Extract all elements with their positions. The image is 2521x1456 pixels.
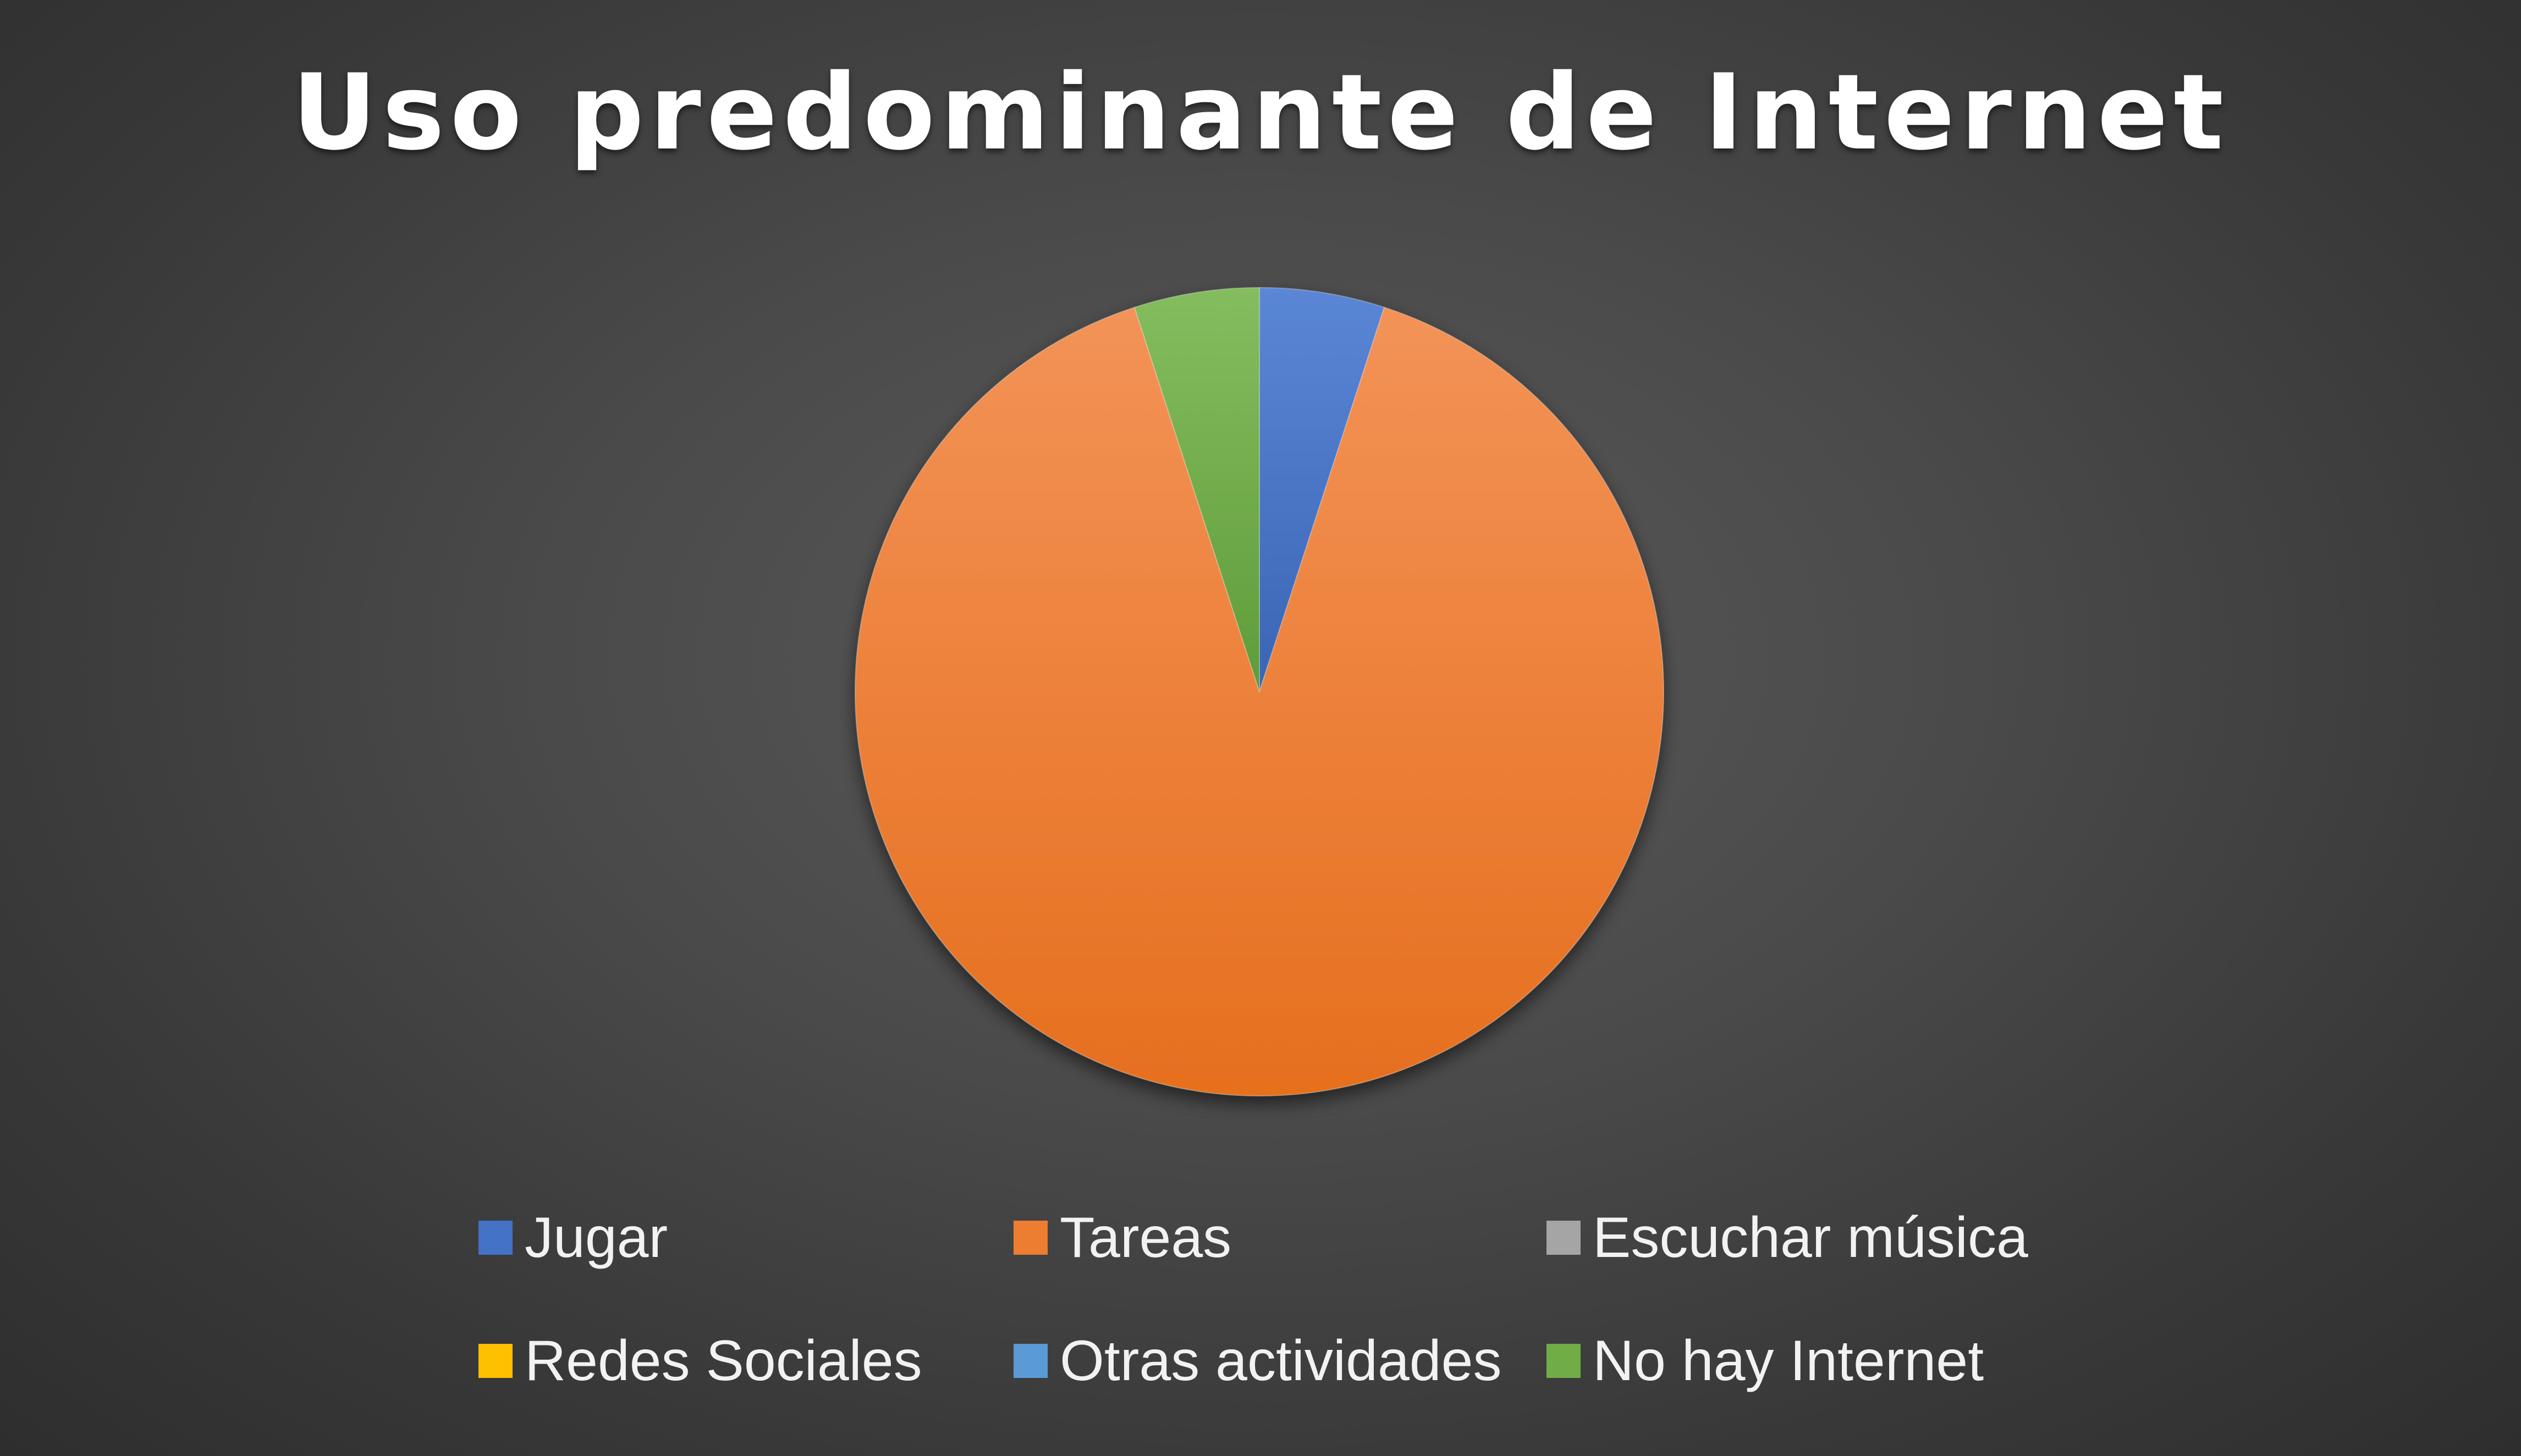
legend-item-no-hay-internet: No hay Internet <box>1546 1331 1984 1391</box>
legend-swatch <box>1014 1344 1048 1378</box>
pie-slice-no-hay-internet <box>1133 286 1260 692</box>
legend-swatch <box>1546 1221 1581 1255</box>
legend-item-tareas: Tareas <box>1014 1207 1231 1268</box>
legend-label: Escuchar música <box>1593 1206 2028 1270</box>
legend-swatch <box>1546 1344 1581 1378</box>
chart-title: Uso predominante de Internet <box>291 52 2230 173</box>
pie-slice-jugar <box>1259 286 1385 692</box>
legend-label: No hay Internet <box>1593 1329 1984 1393</box>
legend-item-redes-sociales: Redes Sociales <box>478 1331 922 1391</box>
legend-label: Tareas <box>1060 1206 1232 1270</box>
legend-label: Redes Sociales <box>525 1329 922 1393</box>
legend-swatch <box>478 1344 513 1378</box>
legend-label: Jugar <box>525 1206 668 1270</box>
pie-slice-tareas <box>855 306 1664 1096</box>
legend-swatch <box>478 1221 513 1255</box>
legend-item-otras-actividades: Otras actividades <box>1014 1331 1501 1391</box>
legend-item-escuchar-musica: Escuchar música <box>1546 1207 2028 1268</box>
legend-label: Otras actividades <box>1060 1329 1502 1393</box>
legend-swatch <box>1014 1221 1048 1255</box>
legend-item-jugar: Jugar <box>478 1207 668 1268</box>
